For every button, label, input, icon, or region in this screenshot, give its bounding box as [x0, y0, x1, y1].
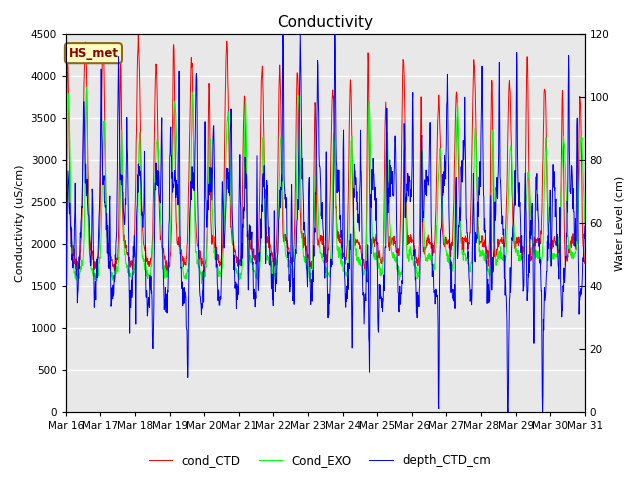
cond_CTD — [134, 32, 142, 38]
Cond_EXO — [406, 244, 414, 250]
Title: Conductivity: Conductivity — [277, 15, 373, 30]
cond_CTD — [200, 273, 208, 278]
Line: Cond_EXO: Cond_EXO — [66, 87, 585, 284]
depth_CTD_cm — [236, 181, 243, 187]
depth_CTD_cm — [164, 240, 172, 246]
Cond_EXO — [520, 251, 528, 257]
Cond_EXO — [83, 84, 90, 90]
Text: HS_met: HS_met — [68, 47, 118, 60]
Y-axis label: Conductivity (uS/cm): Conductivity (uS/cm) — [15, 165, 25, 282]
depth_CTD_cm — [406, 178, 413, 183]
depth_CTD_cm — [520, 283, 528, 288]
cond_CTD — [474, 226, 482, 231]
Cond_EXO — [474, 232, 482, 238]
depth_CTD_cm — [279, 31, 287, 37]
cond_CTD — [236, 256, 244, 262]
Cond_EXO — [236, 276, 244, 282]
depth_CTD_cm — [504, 409, 512, 415]
depth_CTD_cm — [581, 223, 589, 229]
Cond_EXO — [178, 259, 186, 265]
Cond_EXO — [62, 237, 70, 243]
Cond_EXO — [581, 220, 589, 226]
depth_CTD_cm — [177, 264, 185, 270]
Line: cond_CTD: cond_CTD — [66, 35, 585, 276]
Cond_EXO — [165, 252, 173, 258]
Y-axis label: Water Level (cm): Water Level (cm) — [615, 176, 625, 271]
cond_CTD — [62, 164, 70, 170]
depth_CTD_cm — [62, 201, 70, 206]
cond_CTD — [520, 251, 528, 256]
Legend: cond_CTD, Cond_EXO, depth_CTD_cm: cond_CTD, Cond_EXO, depth_CTD_cm — [144, 449, 496, 472]
cond_CTD — [178, 250, 186, 256]
Cond_EXO — [198, 281, 205, 287]
cond_CTD — [165, 260, 173, 265]
depth_CTD_cm — [474, 199, 481, 205]
cond_CTD — [581, 258, 589, 264]
cond_CTD — [406, 239, 414, 245]
Line: depth_CTD_cm: depth_CTD_cm — [66, 34, 585, 412]
